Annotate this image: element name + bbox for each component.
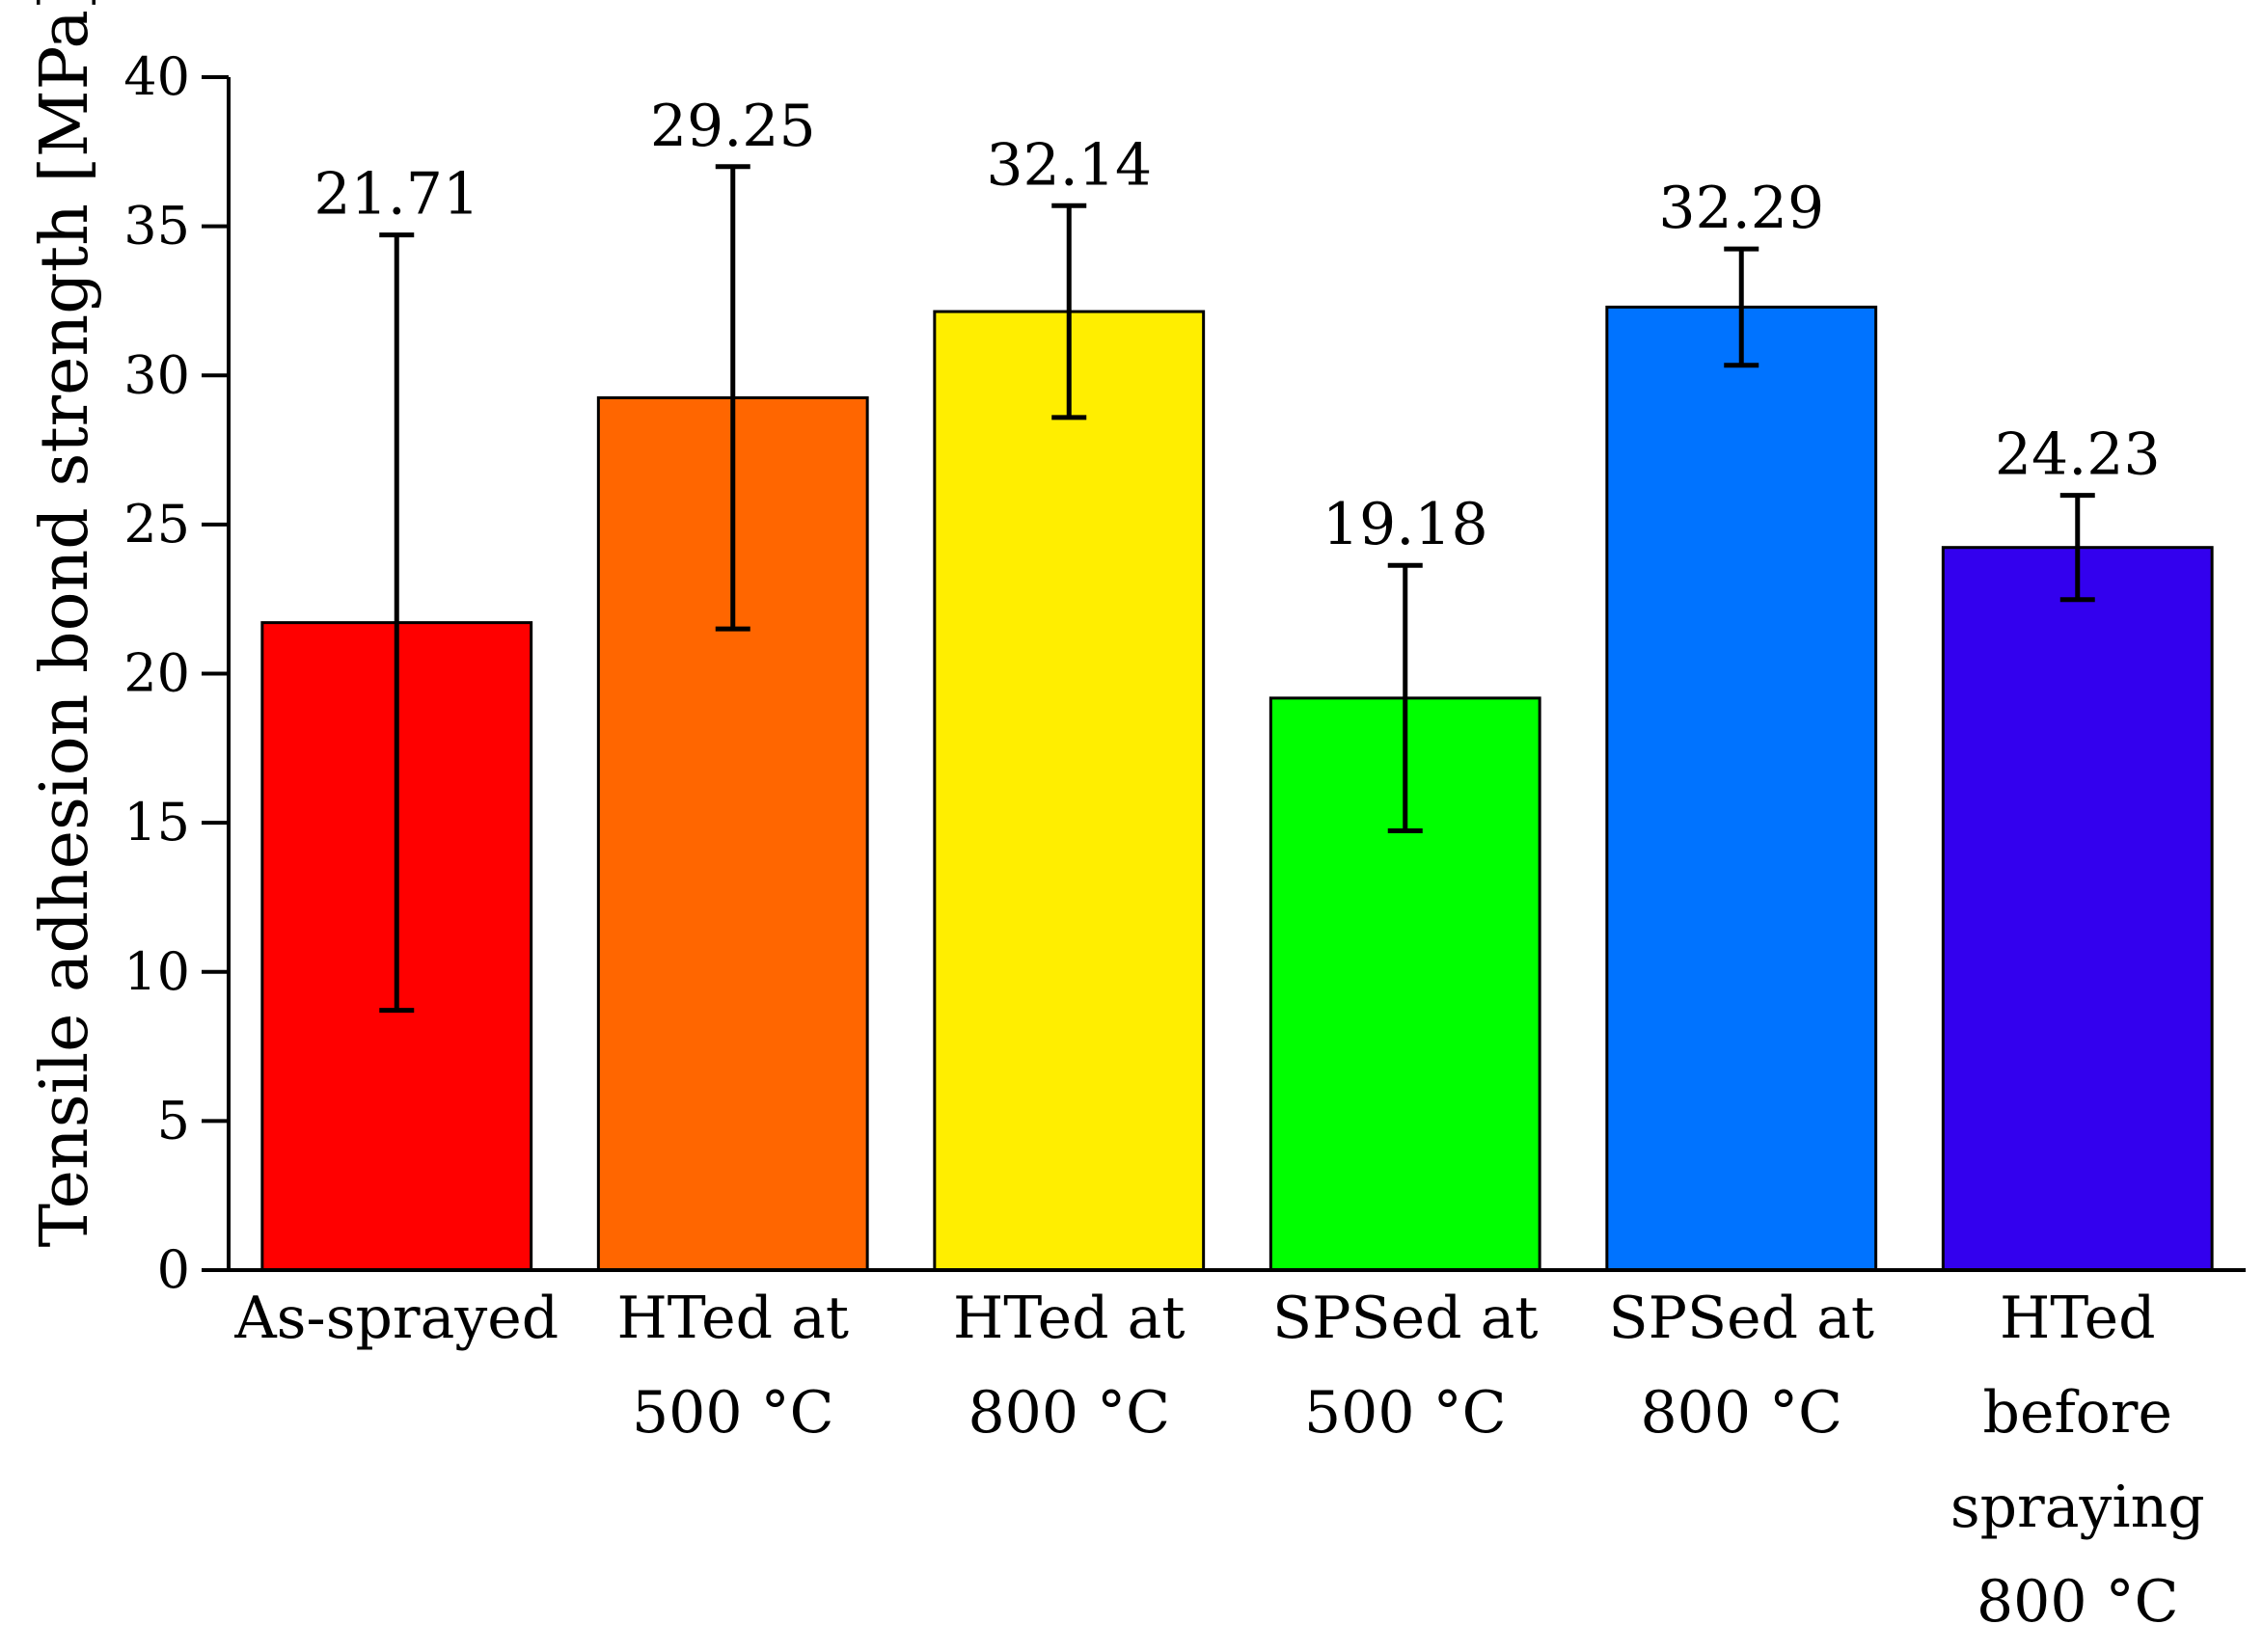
bar — [1941, 546, 2214, 1272]
bar — [933, 310, 1206, 1272]
data-label: 19.18 — [1322, 491, 1488, 558]
y-axis-ticks: 0 5 10 15 20 25 30 35 40 — [123, 46, 229, 1300]
error-bars — [379, 164, 2095, 1014]
y-tick-label: 35 — [123, 196, 190, 257]
y-tick-label: 0 — [157, 1239, 190, 1300]
y-tick-label: 30 — [123, 344, 190, 405]
error-bar — [2059, 493, 2095, 603]
category-label: HTed at 500 °C — [616, 1285, 849, 1447]
y-axis-title: Tensile adhesion bond strength [MPa] — [27, 0, 103, 1247]
error-bar — [715, 164, 750, 632]
error-bar — [379, 232, 415, 1014]
bars — [260, 305, 2214, 1272]
data-labels: 21.71 29.25 32.14 19.18 32.29 24.23 — [314, 93, 2160, 558]
error-bar — [1387, 562, 1423, 833]
y-tick-label: 20 — [123, 643, 190, 704]
category-label: SPSed at 800 °C — [1609, 1285, 1874, 1447]
error-bar — [1051, 203, 1087, 420]
data-label: 24.23 — [1995, 421, 2161, 489]
bar — [1605, 305, 1878, 1272]
y-tick-label: 5 — [157, 1090, 190, 1151]
data-label: 32.29 — [1658, 175, 1824, 242]
category-label: As-sprayed — [233, 1285, 559, 1352]
y-tick-label: 40 — [123, 46, 190, 107]
y-tick-label: 15 — [123, 792, 190, 853]
data-label: 21.71 — [314, 161, 479, 229]
category-label: SPSed at 500 °C — [1272, 1285, 1538, 1447]
y-tick-label: 25 — [123, 494, 190, 555]
data-label: 32.14 — [986, 131, 1152, 199]
y-tick-label: 10 — [123, 941, 190, 1002]
category-label: HTed at 800 °C — [953, 1285, 1186, 1447]
category-label: HTed before spraying 800 °C — [1950, 1285, 2205, 1636]
error-bar — [1724, 246, 1759, 368]
x-axis-category-labels: As-sprayed HTed at 500 °C HTed at 800 °C SPSe… — [233, 1285, 2204, 1636]
data-label: 29.25 — [650, 93, 816, 160]
